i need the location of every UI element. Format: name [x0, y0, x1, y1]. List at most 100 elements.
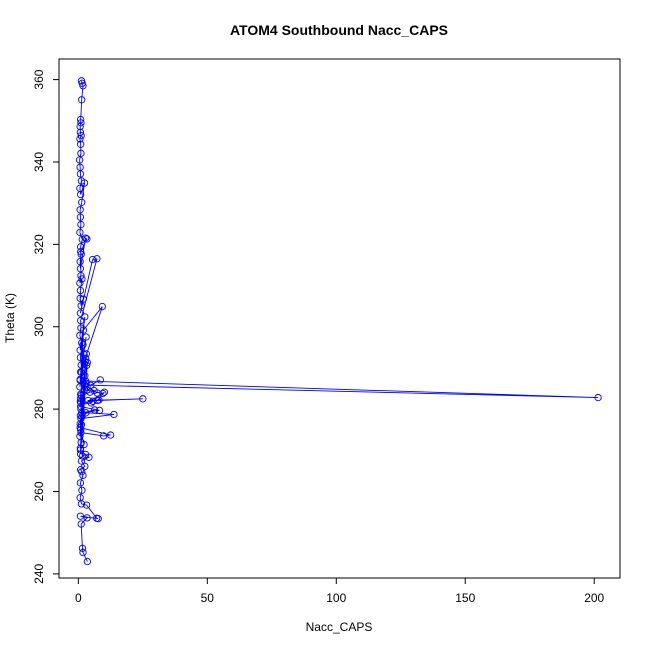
data-point	[77, 131, 85, 140]
data-point	[82, 361, 91, 370]
data-point	[77, 316, 85, 325]
data-point	[76, 376, 84, 384]
data-point	[81, 381, 89, 389]
data-point	[78, 96, 86, 104]
data-point	[77, 520, 85, 528]
data-point	[76, 420, 84, 428]
data-point	[77, 243, 85, 251]
plot-frame	[58, 58, 621, 579]
data-point	[98, 302, 106, 311]
data-point	[76, 122, 84, 131]
data-point	[77, 248, 85, 256]
data-point	[87, 381, 95, 389]
data-point	[77, 324, 85, 332]
data-point	[81, 313, 89, 321]
data-point	[95, 406, 104, 415]
x-axis-label: Nacc_CAPS	[306, 620, 373, 634]
data-point	[106, 431, 115, 439]
data-series	[75, 77, 602, 566]
data-point	[82, 350, 90, 358]
data-point	[76, 394, 85, 403]
y-axis: 240 260 280 300 320 340 360	[32, 69, 60, 584]
data-point	[83, 235, 91, 243]
data-point	[81, 234, 90, 242]
data-point	[77, 500, 86, 508]
data-point	[76, 294, 84, 302]
data-point	[78, 235, 86, 244]
data-point	[77, 391, 85, 400]
y-tick-label: 360	[32, 69, 46, 89]
data-point	[76, 512, 85, 520]
x-tick-label: 200	[584, 591, 604, 605]
data-point	[93, 396, 102, 405]
y-tick-label: 300	[32, 316, 46, 336]
data-point	[82, 409, 90, 417]
data-point	[76, 279, 84, 287]
x-tick-label: 50	[201, 591, 215, 605]
data-point	[81, 358, 89, 366]
data-point	[81, 372, 89, 380]
data-point	[79, 295, 87, 303]
x-tick-label: 0	[75, 591, 82, 605]
data-point	[110, 410, 118, 419]
data-point	[594, 393, 602, 402]
data-point	[99, 389, 107, 398]
data-point	[76, 265, 85, 273]
data-point	[76, 213, 85, 221]
data-point	[76, 479, 85, 487]
data-point	[93, 255, 101, 263]
data-point	[78, 468, 86, 476]
data-point	[94, 515, 102, 523]
data-point	[77, 399, 85, 407]
x-tick-label: 150	[455, 591, 475, 605]
data-point	[99, 432, 108, 440]
y-tick-label: 340	[32, 152, 46, 172]
data-point	[77, 302, 85, 310]
data-point	[76, 286, 85, 295]
data-point	[83, 514, 91, 522]
data-point	[76, 309, 85, 317]
data-point	[78, 486, 86, 494]
data-point	[78, 339, 86, 347]
data-point	[78, 275, 86, 283]
data-point	[80, 179, 89, 187]
data-point	[82, 501, 91, 509]
data-point	[82, 333, 90, 341]
data-point	[83, 557, 92, 566]
data-point	[77, 140, 85, 148]
data-point	[77, 220, 85, 229]
data-point	[76, 424, 84, 432]
data-point	[78, 544, 87, 552]
y-tick-label: 280	[32, 399, 46, 419]
data-point	[78, 198, 86, 206]
chart-title: ATOM4 Southbound Nacc_CAPS	[230, 22, 448, 38]
data-point	[76, 170, 85, 178]
y-tick-label: 320	[32, 234, 46, 254]
data-point	[77, 450, 85, 458]
data-point	[79, 548, 87, 557]
y-tick-label: 240	[32, 564, 46, 584]
y-axis-label: Theta (K)	[3, 293, 17, 343]
data-point	[76, 228, 84, 237]
data-point	[139, 395, 147, 403]
series-line	[79, 80, 599, 562]
data-point	[80, 386, 89, 394]
y-tick-label: 260	[32, 481, 46, 501]
data-point	[80, 440, 88, 449]
data-point	[77, 115, 85, 124]
data-point	[89, 397, 97, 405]
data-point	[75, 156, 84, 164]
data-point	[76, 258, 84, 266]
data-point	[77, 457, 86, 465]
data-point	[79, 82, 87, 90]
data-point	[81, 354, 90, 363]
data-point	[84, 396, 92, 405]
data-point	[88, 255, 97, 264]
data-point	[100, 388, 109, 396]
x-tick-label: 100	[326, 591, 346, 605]
data-point	[79, 471, 87, 480]
data-point	[85, 453, 93, 461]
data-point	[77, 119, 85, 127]
data-point	[76, 135, 84, 143]
